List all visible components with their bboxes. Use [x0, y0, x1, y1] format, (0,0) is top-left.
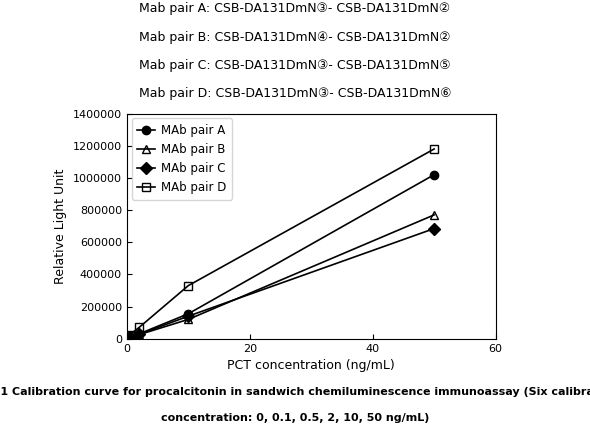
MAb pair A [123, 336, 130, 341]
Line: MAb pair A: MAb pair A [123, 170, 438, 343]
Line: MAb pair B: MAb pair B [123, 211, 438, 343]
MAb pair A [126, 334, 133, 340]
MAb pair D [185, 283, 192, 288]
MAb pair B [123, 336, 130, 341]
Line: MAb pair C: MAb pair C [123, 224, 438, 343]
Text: Mab pair A: CSB-DA131DmN③- CSB-DA131DmN②: Mab pair A: CSB-DA131DmN③- CSB-DA131DmN② [139, 2, 451, 15]
MAb pair A [431, 172, 438, 177]
MAb pair D [136, 325, 143, 330]
MAb pair A [185, 311, 192, 316]
Y-axis label: Relative Light Unit: Relative Light Unit [54, 168, 67, 284]
Text: Mab pair D: CSB-DA131DmN③- CSB-DA131DmN⑥: Mab pair D: CSB-DA131DmN③- CSB-DA131DmN⑥ [139, 87, 451, 101]
Line: MAb pair D: MAb pair D [123, 145, 438, 342]
MAb pair D [126, 332, 133, 337]
MAb pair C [136, 332, 143, 337]
MAb pair D [431, 146, 438, 152]
MAb pair B [126, 335, 133, 340]
Text: Mab pair C: CSB-DA131DmN③- CSB-DA131DmN⑤: Mab pair C: CSB-DA131DmN③- CSB-DA131DmN⑤ [139, 59, 451, 72]
MAb pair D [124, 335, 131, 340]
MAb pair C [185, 314, 192, 319]
MAb pair A [136, 331, 143, 336]
MAb pair C [124, 336, 131, 341]
MAb pair C [431, 226, 438, 231]
MAb pair B [185, 317, 192, 322]
MAb pair B [431, 212, 438, 218]
Legend: MAb pair A, MAb pair B, MAb pair C, MAb pair D: MAb pair A, MAb pair B, MAb pair C, MAb … [132, 118, 232, 200]
MAb pair C [123, 336, 130, 341]
Text: concentration: 0, 0.1, 0.5, 2, 10, 50 ng/mL): concentration: 0, 0.1, 0.5, 2, 10, 50 ng… [161, 413, 429, 423]
Text: Fig.1 Calibration curve for procalcitonin in sandwich chemiluminescence immunoas: Fig.1 Calibration curve for procalcitoni… [0, 387, 590, 397]
MAb pair A [124, 336, 131, 341]
MAb pair B [136, 332, 143, 337]
MAb pair B [124, 336, 131, 341]
X-axis label: PCT concentration (ng/mL): PCT concentration (ng/mL) [227, 359, 395, 372]
MAb pair D [123, 336, 130, 341]
Text: Mab pair B: CSB-DA131DmN④- CSB-DA131DmN②: Mab pair B: CSB-DA131DmN④- CSB-DA131DmN② [139, 31, 451, 44]
MAb pair C [126, 335, 133, 340]
